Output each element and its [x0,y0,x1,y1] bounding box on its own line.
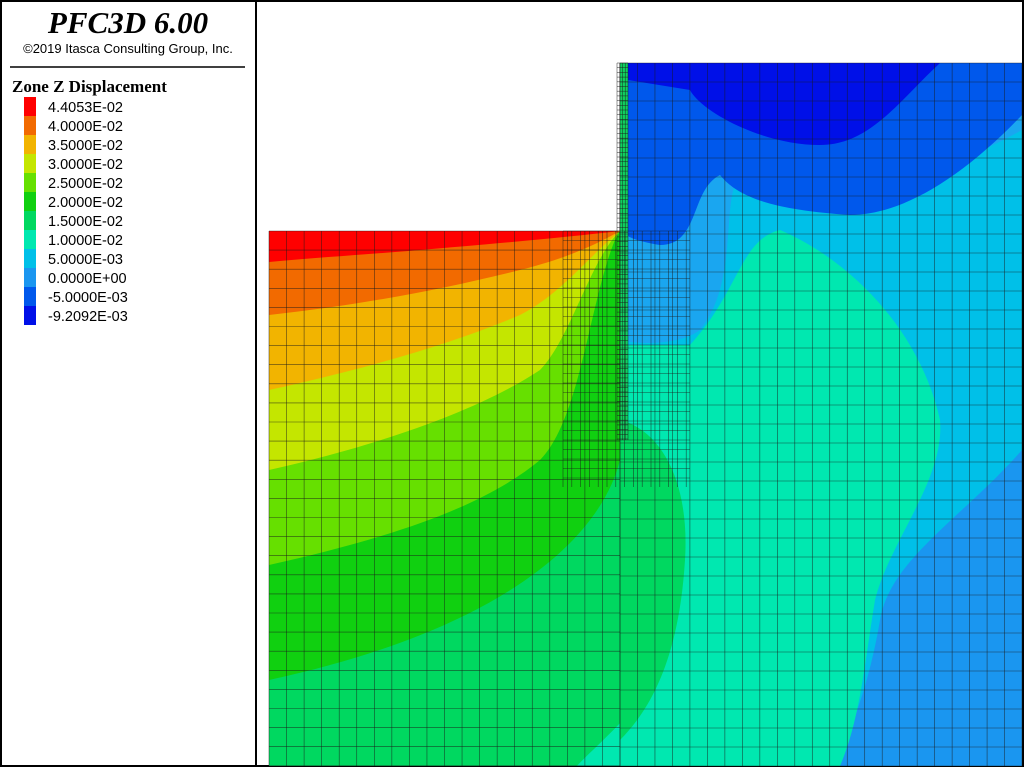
legend-label: 2.5000E-02 [48,176,123,192]
legend-label: 0.0000E+00 [48,271,127,287]
legend-swatch [24,173,36,192]
legend-swatch [24,116,36,135]
legend-label: 1.0000E-02 [48,233,123,249]
legend-swatch [24,287,36,306]
legend-title: Zone Z Displacement [12,77,167,96]
right-block [620,63,1022,766]
legend-swatch [24,306,36,325]
app-title: PFC3D 6.00 [47,5,208,40]
legend-swatch [24,154,36,173]
legend-label: 3.0000E-02 [48,157,123,173]
legend-label: 4.4053E-02 [48,100,123,116]
legend-swatch [24,97,36,116]
legend-label: 2.0000E-02 [48,195,123,211]
copyright: ©2019 Itasca Consulting Group, Inc. [23,41,233,56]
legend: 4.4053E-02 4.0000E-02 3.5000E-02 3.0000E-02… [24,97,128,325]
legend-label: 4.0000E-02 [48,119,123,135]
legend-label: -9.2092E-03 [48,309,128,325]
mesh [268,62,1023,767]
legend-label: 1.5000E-02 [48,214,123,230]
legend-swatch [24,192,36,211]
legend-swatch [24,135,36,154]
legend-label: 5.0000E-03 [48,252,123,268]
legend-label: -5.0000E-03 [48,290,128,306]
legend-swatch [24,268,36,287]
legend-swatch [24,211,36,230]
legend-swatch [24,230,36,249]
legend-swatch [24,249,36,268]
legend-label: 3.5000E-02 [48,138,123,154]
